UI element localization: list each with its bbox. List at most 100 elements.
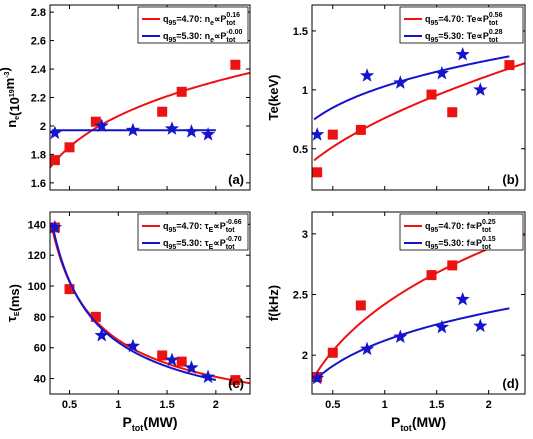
data-layer bbox=[312, 46, 525, 178]
panel-label: (a) bbox=[228, 172, 244, 187]
y-tick-label: 1 bbox=[302, 85, 308, 97]
panel-b: 0.5 1 1.5 q95=4.70: Te∝P0.56 tot q95=5.30: Te… bbox=[266, 4, 526, 191]
data-point-square bbox=[504, 60, 515, 71]
y-tick-label: 2.2 bbox=[31, 93, 46, 105]
legend: q95=4.70: τE∝P-0.66 tot q95=5.30: τE∝P-0.7… bbox=[137, 213, 249, 251]
data-point-star bbox=[312, 370, 325, 385]
x-tick-label: 2 bbox=[486, 399, 492, 411]
data-point-star bbox=[455, 291, 470, 306]
y-tick-label: 2 bbox=[40, 121, 46, 133]
data-point-square bbox=[327, 347, 338, 358]
data-point-square bbox=[157, 106, 168, 117]
y-tick-label: 2.6 bbox=[31, 36, 46, 48]
x-tick-label: 1.5 bbox=[429, 399, 444, 411]
y-tick-label: 1.8 bbox=[31, 149, 46, 161]
data-point-star bbox=[184, 124, 199, 138]
y-tick-label: 2.8 bbox=[31, 7, 46, 19]
data-point-square bbox=[230, 59, 241, 70]
legend-entry-q95_530: q95=5.30: f∝P0.15 tot bbox=[425, 236, 496, 251]
data-point-star bbox=[473, 318, 488, 333]
data-point-star bbox=[393, 75, 408, 89]
y-tick-label: 1.6 bbox=[31, 178, 46, 190]
panel-c: 0.5 1 1.5 2 40 60 80 100 120 140 q95=4.70: τE∝P-0.… bbox=[4, 211, 251, 433]
data-point-star bbox=[434, 319, 450, 334]
axes-frame bbox=[311, 211, 526, 395]
legend-entry-q95_470: q95=4.70: ne∝P0.16 tot bbox=[163, 12, 240, 27]
data-point-square bbox=[157, 350, 168, 361]
y-tick-label: 100 bbox=[28, 281, 46, 293]
x-tick-label: 2 bbox=[213, 399, 219, 411]
axes-frame bbox=[49, 4, 251, 191]
legend-entry-q95_530: q95=5.30: τE∝P-0.70 tot bbox=[163, 236, 242, 251]
y-tick-label: 40 bbox=[34, 374, 46, 386]
data-layer bbox=[50, 219, 250, 386]
data-point-star bbox=[455, 46, 470, 61]
data-point-star bbox=[312, 127, 325, 141]
y-tick-label: 0.5 bbox=[293, 144, 308, 156]
data-point-star bbox=[359, 341, 375, 356]
data-point-star bbox=[473, 82, 488, 96]
x-tick-label: 0.5 bbox=[62, 399, 77, 411]
panel-a: 1.6 1.8 2 2.2 2.4 2.6 2.8 q95=4.70: ne∝P0.16 tot… bbox=[0, 4, 251, 191]
y-tick-label: 3 bbox=[302, 229, 308, 241]
y-tick-label: 140 bbox=[28, 219, 46, 231]
legend-entry-q95_470: q95=4.70: Te∝P0.56 tot bbox=[425, 12, 503, 27]
data-point-square bbox=[447, 107, 458, 118]
x-tick-label: 1 bbox=[382, 399, 388, 411]
data-point-star bbox=[359, 68, 375, 82]
data-point-square bbox=[176, 356, 187, 367]
data-point-star bbox=[184, 360, 199, 374]
axes-frame bbox=[311, 4, 526, 191]
data-point-square bbox=[426, 89, 437, 100]
x-tick-label: 0.5 bbox=[325, 399, 340, 411]
y-tick-label: 60 bbox=[34, 343, 46, 355]
fit-line-q95_530 bbox=[313, 307, 510, 382]
data-point-star bbox=[94, 118, 109, 133]
y-axis-label: f(kHz) bbox=[266, 285, 281, 321]
x-tick-label: 1 bbox=[115, 399, 121, 411]
y-axis-label: τE(ms) bbox=[4, 284, 22, 322]
legend-entry-q95_530: q95=5.30: ne∝P-0.00 tot bbox=[163, 29, 242, 44]
legend-entry-q95_470: q95=4.70: f∝P0.25 tot bbox=[425, 219, 496, 234]
data-point-square bbox=[230, 375, 241, 386]
x-tick-label: 1.5 bbox=[159, 399, 174, 411]
data-point-square bbox=[50, 155, 60, 166]
y-axis-label: Te(keV) bbox=[266, 74, 281, 120]
y-tick-label: 80 bbox=[34, 312, 46, 324]
y-axis-label: ne(1019m-3) bbox=[0, 67, 22, 128]
data-point-star bbox=[164, 121, 180, 135]
data-point-star bbox=[200, 127, 216, 141]
data-layer bbox=[312, 233, 525, 385]
legend: q95=4.70: ne∝P0.16 tot q95=5.30: ne∝P-0.00… bbox=[137, 6, 249, 44]
data-point-star bbox=[94, 327, 109, 342]
x-axis-label: Ptot(MW) bbox=[391, 414, 446, 433]
data-point-square bbox=[327, 129, 338, 140]
data-point-star bbox=[200, 369, 216, 384]
legend: q95=4.70: Te∝P0.56 tot q95=5.30: Te∝P0.28 t… bbox=[399, 6, 524, 44]
fit-line-q95_530 bbox=[313, 55, 510, 121]
data-point-square bbox=[90, 311, 101, 322]
axes-frame bbox=[49, 211, 251, 395]
data-point-star bbox=[50, 125, 63, 140]
panel-label: (b) bbox=[502, 172, 519, 187]
panel-label: (d) bbox=[502, 376, 519, 391]
y-tick-label: 2 bbox=[302, 350, 308, 362]
panel-label: (c) bbox=[228, 376, 244, 391]
data-point-star bbox=[125, 122, 141, 137]
data-point-star bbox=[50, 219, 63, 234]
data-point-square bbox=[447, 260, 458, 271]
data-point-square bbox=[355, 300, 366, 311]
data-point-star bbox=[164, 352, 180, 367]
y-tick-label: 2.5 bbox=[293, 290, 308, 302]
fit-line-q95_470 bbox=[313, 62, 525, 162]
data-point-square bbox=[426, 270, 437, 281]
data-point-star bbox=[393, 329, 408, 344]
panel-d: 0.5 1 1.5 2 2 2.5 3 q95=4.70: f∝P0.25 tot q95=5.3… bbox=[266, 211, 526, 433]
x-axis-label: Ptot(MW) bbox=[122, 414, 177, 433]
data-point-square bbox=[64, 142, 75, 153]
data-point-square bbox=[176, 86, 187, 97]
data-point-square bbox=[64, 284, 75, 295]
legend: q95=4.70: f∝P0.25 tot q95=5.30: f∝P0.15 tot bbox=[399, 213, 524, 251]
data-point-square bbox=[312, 167, 323, 178]
